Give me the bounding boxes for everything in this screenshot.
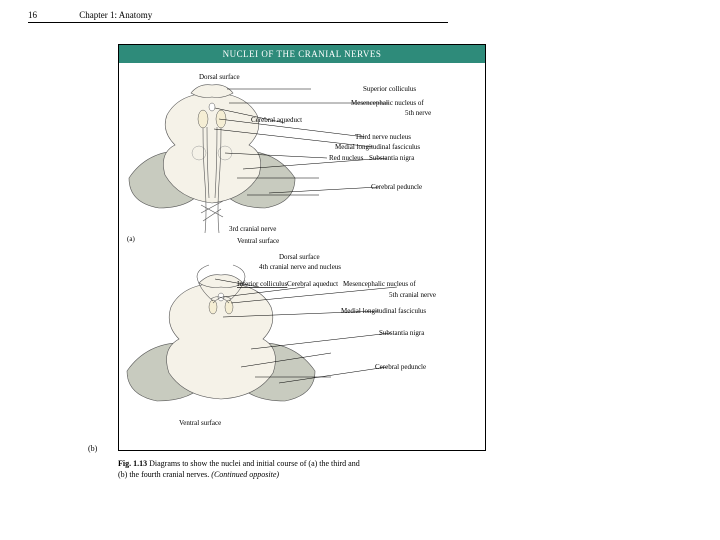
label-red: Red nucleus — [329, 154, 364, 162]
label-mlf-a: Medial longitudinal fasciculus — [335, 143, 420, 151]
label-mesen2-b: 5th cranial nerve — [389, 291, 436, 299]
label-dorsal-a: Dorsal surface — [199, 73, 240, 81]
figure-title-band: NUCLEI OF THE CRANIAL NERVES — [119, 45, 485, 63]
label-sn-b: Substantia nigra — [379, 329, 425, 337]
chapter-title: Chapter 1: Anatomy — [79, 10, 152, 20]
caption-continued: (Continued opposite) — [211, 470, 279, 479]
panel-b-tag: (b) — [88, 444, 97, 453]
label-third-nuc: Third nerve nucleus — [355, 133, 411, 141]
label-mesen2-a: 5th nerve — [405, 109, 431, 117]
page-number: 16 — [28, 10, 37, 20]
label-3rd-nerve: 3rd cranial nerve — [229, 225, 276, 233]
label-sn-a: Substantia nigra — [369, 154, 415, 162]
label-mesen-a: Mesencephalic nucleus of — [351, 99, 424, 107]
label-mlf-b: Medial longitudinal fasciculus — [341, 307, 426, 315]
figure-box: NUCLEI OF THE CRANIAL NERVES — [118, 44, 486, 451]
label-peduncle-b: Cerebral peduncle — [375, 363, 426, 371]
panel-b: Dorsal surface 4th cranial nerve and nuc… — [127, 253, 436, 427]
figure-caption: Fig. 1.13 Diagrams to show the nuclei an… — [118, 458, 488, 480]
caption-fig-num: Fig. 1.13 — [118, 459, 147, 468]
caption-text-2: (b) the fourth cranial nerves. — [118, 470, 209, 479]
label-ventral-a: Ventral surface — [237, 237, 279, 245]
panel-a-tag: (a) — [127, 235, 135, 243]
panel-a: Dorsal surface Superior colliculus Mesen… — [127, 73, 431, 245]
label-aqueduct-b: Cerebral aqueduct — [287, 280, 338, 288]
label-4th-nerve: 4th cranial nerve and nucleus — [259, 263, 341, 271]
label-mesen-b: Mesencephalic nucleus of — [343, 280, 416, 288]
label-sup-coll: Superior colliculus — [363, 85, 416, 93]
diagram-area: Dorsal surface Superior colliculus Mesen… — [119, 63, 485, 450]
label-peduncle-a: Cerebral peduncle — [371, 183, 422, 191]
label-aqueduct-a: Cerebral aqueduct — [251, 116, 302, 124]
caption-text-1: Diagrams to show the nuclei and initial … — [149, 459, 360, 468]
label-ventral-b: Ventral surface — [179, 419, 221, 427]
label-dorsal-b: Dorsal surface — [279, 253, 320, 261]
label-inf-coll: Inferior colliculus — [237, 280, 288, 288]
page-header: 16 Chapter 1: Anatomy — [28, 10, 448, 23]
